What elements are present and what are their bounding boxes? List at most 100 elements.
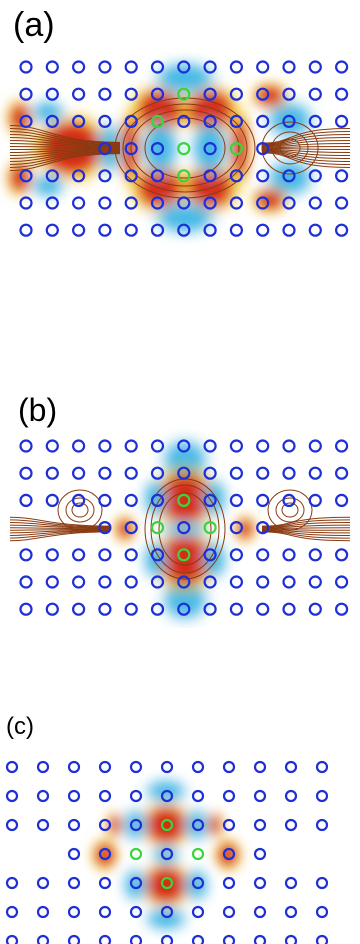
lattice-hole <box>177 223 191 237</box>
lattice-hole <box>124 169 138 183</box>
lattice-hole <box>124 439 138 453</box>
lattice-hole <box>98 876 112 890</box>
side-contours <box>261 121 319 175</box>
field-lobe-negative <box>159 204 211 232</box>
lattice-hole <box>253 760 267 774</box>
lattice-hole <box>98 493 112 508</box>
lattice-hole <box>222 934 236 944</box>
lattice-hole <box>124 196 138 210</box>
lattice-hole <box>229 196 243 210</box>
lattice-hole <box>308 196 322 210</box>
lattice-hole <box>229 575 243 589</box>
lattice-hole <box>203 466 217 480</box>
field-map-c <box>5 760 329 944</box>
lattice-hole <box>150 142 165 156</box>
lattice-hole <box>256 493 270 508</box>
lattice-hole <box>335 196 349 210</box>
contour-loop <box>281 502 299 518</box>
lattice-hole <box>256 223 270 237</box>
contour-loop <box>144 117 226 179</box>
lattice-hole <box>98 905 112 919</box>
lattice-hole <box>98 818 112 832</box>
lattice-hole <box>335 223 349 237</box>
contour-line <box>261 149 351 156</box>
contour-line <box>9 528 111 531</box>
lattice-hole <box>308 169 322 183</box>
contour-line <box>261 529 351 534</box>
lattice-hole <box>177 575 191 589</box>
defect-hole <box>129 847 143 861</box>
lattice-hole <box>315 818 329 832</box>
lattice-hole <box>256 575 270 589</box>
lattice-hole <box>191 934 205 944</box>
lattice-hole <box>124 114 138 129</box>
lattice-hole <box>229 602 243 616</box>
hole-lattice <box>5 760 329 944</box>
lattice-hole <box>253 789 267 803</box>
lattice-hole <box>71 602 86 616</box>
lattice-hole <box>253 876 267 890</box>
contour-line <box>9 125 121 143</box>
lattice-hole <box>67 789 81 803</box>
field-lobe-negative <box>159 64 211 92</box>
defect-hole <box>177 169 191 183</box>
lattice-hole <box>229 439 243 453</box>
lattice-hole <box>203 114 217 129</box>
lattice-hole <box>98 196 112 210</box>
lattice-hole <box>124 142 138 156</box>
lattice-hole <box>282 196 296 210</box>
field-lobe-negative <box>144 126 176 170</box>
lattice-hole <box>315 934 329 944</box>
lattice-hole <box>19 60 33 74</box>
lattice-hole <box>256 169 270 183</box>
lattice-hole <box>19 575 33 589</box>
lattice-hole <box>282 575 296 589</box>
field-lobe-positive <box>256 190 284 210</box>
lattice-hole <box>71 466 86 480</box>
lattice-hole <box>45 196 59 210</box>
contour-line <box>9 524 111 529</box>
field-lobe-positive <box>218 843 238 867</box>
contour-line <box>9 147 121 150</box>
lattice-hole <box>150 602 165 616</box>
lattice-hole <box>98 114 112 129</box>
lattice-hole <box>256 114 270 129</box>
waveguide-contours-left <box>9 516 111 542</box>
field-lobe-negative <box>125 871 145 899</box>
lattice-hole <box>203 169 217 183</box>
field-lobe-positive <box>209 815 221 835</box>
waveguide-contours-right <box>261 516 351 542</box>
lattice-hole <box>160 789 174 803</box>
lattice-hole <box>229 87 243 101</box>
lattice-hole <box>36 760 50 774</box>
lattice-hole <box>160 760 174 774</box>
lattice-hole <box>256 60 270 74</box>
lattice-hole <box>98 142 112 156</box>
field-lobe-positive <box>10 104 30 132</box>
lattice-hole <box>5 789 19 803</box>
contour-line <box>9 522 111 528</box>
contour-line <box>9 148 121 153</box>
lattice-hole <box>98 575 112 589</box>
lattice-hole <box>315 789 329 803</box>
lattice-hole <box>203 439 217 453</box>
lattice-hole <box>36 934 50 944</box>
field-lobe-negative <box>187 811 207 839</box>
lattice-hole <box>229 548 243 562</box>
lattice-hole <box>19 87 33 101</box>
lattice-hole <box>203 223 217 237</box>
lattice-hole <box>229 223 243 237</box>
contour-loop <box>279 138 301 158</box>
contour-loop <box>275 497 305 523</box>
lattice-hole <box>229 114 243 129</box>
panel-c: (c) <box>0 705 360 944</box>
lattice-hole <box>256 602 270 616</box>
lattice-hole <box>150 169 165 183</box>
lattice-hole <box>222 818 236 832</box>
contour-line <box>261 148 351 153</box>
lattice-hole <box>67 905 81 919</box>
field-lobe-negative <box>148 909 184 929</box>
contour-line <box>9 530 111 539</box>
contour-loop <box>71 502 89 518</box>
lattice-hole <box>19 439 33 453</box>
